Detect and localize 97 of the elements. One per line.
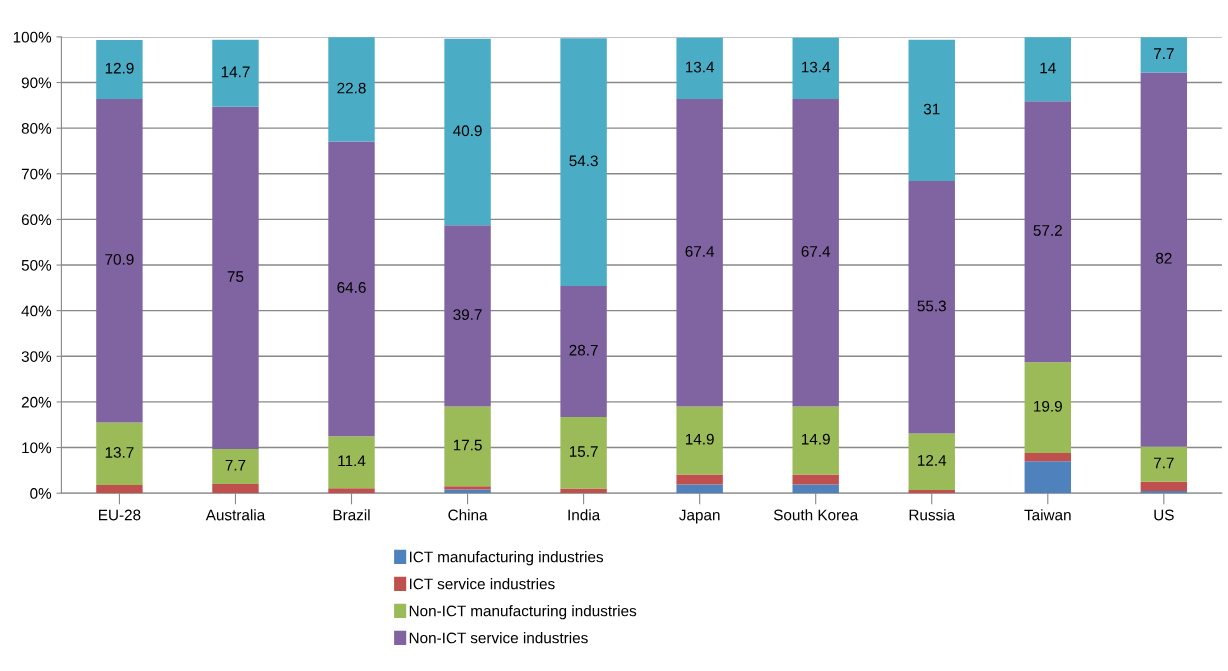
bar [328,141,375,437]
bar [212,106,259,449]
data-label: 14.9 [802,433,830,445]
bar [560,286,607,417]
x-tick-label: South Korea [773,509,859,521]
x-tick-label: Australia [205,509,266,521]
bar [444,225,491,407]
bar [1140,481,1188,491]
bar [328,488,375,494]
data-label: 17.5 [453,439,482,451]
data-label: 40.9 [453,125,482,137]
legend-label: Non-ICT service industries [409,632,588,644]
y-tick-label: 50% [21,259,52,271]
bar [908,181,955,434]
data-label: 15.7 [569,446,598,457]
y-tick-label: 90% [21,77,52,89]
data-label: 67.4 [801,246,831,257]
bar [792,98,839,407]
bar [1024,453,1071,462]
legend-label: Non-ICT manufacturing industries [409,605,637,620]
x-tick-label: Russia [909,509,956,521]
bar [1140,72,1188,447]
y-tick-label: 20% [21,396,52,408]
x-tick-label: EU-28 [99,509,141,521]
bar [212,484,259,494]
data-label: 14 [1040,62,1056,74]
data-label: 7.7 [1154,457,1174,469]
data-label: 70.9 [105,253,134,265]
y-tick-label: 30% [21,351,52,362]
x-tick-label: US [1154,509,1174,521]
legend-label: ICT manufacturing industries [409,551,604,566]
y-tick-label: 60% [21,214,52,226]
x-tick-label: Brazil [333,509,370,521]
bar [560,38,607,287]
data-label: 57.2 [1033,225,1062,236]
bar [328,436,375,489]
data-label: 12.9 [105,62,134,74]
bar [444,406,491,487]
bar [212,448,259,485]
data-label: 28.7 [569,344,598,356]
data-label: 39.7 [453,309,482,321]
bar [96,40,143,99]
data-label: 14.9 [685,433,714,445]
data-label: 19.9 [1034,400,1062,412]
x-tick-label: Taiwan [1024,509,1071,521]
x-tick-label: China [448,509,488,521]
bar [676,484,723,494]
data-label: 14.7 [221,66,250,78]
bar [328,37,375,142]
bar [96,98,143,423]
y-tick-label: 80% [21,123,52,134]
bar [1024,362,1071,454]
bar [676,474,723,485]
bar [1024,461,1071,494]
bar [212,39,259,107]
data-label: 7.7 [1154,48,1174,59]
data-label: 64.6 [337,282,366,293]
data-label: 12.4 [918,454,947,466]
bar [908,433,955,490]
bar [792,37,839,99]
data-label: 13.4 [685,61,715,73]
bar [792,474,839,485]
data-label: 13.4 [802,61,831,73]
x-tick-label: India [568,509,601,521]
data-label: 82 [1156,252,1172,264]
data-label: 75 [227,271,244,282]
bar [444,486,491,490]
bar [96,422,143,485]
data-label: 22.8 [337,82,366,94]
bar [908,39,955,182]
bar [560,416,607,489]
data-label: 11.4 [338,455,366,467]
x-tick-label: Japan [679,509,720,524]
data-label: 55.3 [917,300,946,312]
data-label: 31 [923,103,940,115]
y-tick-label: 10% [22,442,52,454]
bar [1140,446,1188,482]
bar [676,37,723,99]
bar [676,406,723,475]
bar [908,489,955,494]
data-label: 67.4 [685,246,715,257]
bar [792,406,839,475]
y-tick-label: 100% [13,31,52,43]
legend-label: ICT service industries [409,578,555,590]
data-label: 7.7 [225,459,246,471]
bar [96,484,143,494]
bar [1024,37,1071,102]
bar [792,484,839,494]
data-label: 13.7 [105,447,134,458]
y-tick-label: 0% [30,488,52,499]
bar [1140,37,1188,73]
data-label: 54.3 [569,155,598,167]
y-tick-label: 40% [21,305,52,317]
bar [444,38,491,226]
y-tick-label: 70% [21,168,52,180]
bar [1024,101,1071,363]
bar [676,98,723,407]
